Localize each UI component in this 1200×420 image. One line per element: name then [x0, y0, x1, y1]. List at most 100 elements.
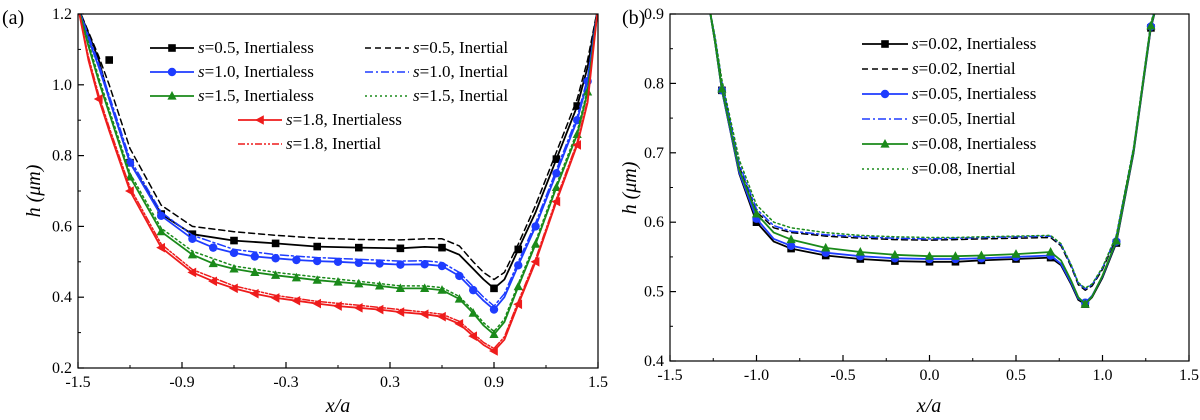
panel-a-series-6-marker-1 [125, 186, 134, 196]
panel-a-series-0-marker-12 [552, 155, 561, 163]
panel-b-x-tick-label: -1.5 [657, 367, 682, 384]
panel-b-legend-entry-4: s=0.08, Inertialess [862, 134, 1036, 153]
panel-b: (b) -1.5 -1.0 -0.5 0.0 0.5 1.0 1.5 0.4 0.5 0.6 0.7… [619, 6, 1199, 417]
panel-a-series-2-marker-1 [157, 211, 166, 220]
panel-a-series-2-marker-13 [420, 260, 429, 269]
panel-a-legend-entry-2: s=1.0, Inertialess [150, 62, 314, 81]
panel-b-legend-entry-2: s=0.05, Inertialess [862, 84, 1036, 103]
panel-b-y-tick-label: 0.8 [644, 75, 664, 92]
panel-a-series-4-marker-15 [454, 293, 464, 303]
panel-b-series-4-marker-9 [1011, 249, 1021, 258]
panel-b-legend-label-0: s=0.02, Inertialess [912, 34, 1036, 53]
panel-a-series-7-line [78, 14, 598, 350]
panel-a-series-2-marker-12 [396, 260, 405, 269]
panel-b-series-4-marker-10 [1046, 247, 1056, 256]
panel-a-series [78, 14, 598, 356]
panel-b-legend-label-5: s=0.08, Inertial [912, 159, 1016, 178]
panel-a-series-4-marker-10 [354, 278, 364, 288]
panel-a-legend-entry-7: s=1.8, Inertial [238, 134, 381, 153]
panel-a-series-6-marker-8 [291, 295, 301, 306]
panel-a-x-tick-label: -1.5 [65, 374, 90, 391]
panel-a-legend-label-3: s=1.0, Inertial [413, 62, 508, 81]
panel-a-series-2-line [79, 14, 598, 311]
panel-b-series-4-marker-2 [786, 234, 796, 244]
panel-a-series-7 [78, 14, 598, 350]
panel-a-y-tick-label: 1.2 [52, 6, 72, 23]
panel-a-series-4-line [78, 14, 598, 336]
panel-a-series-0-marker-5 [271, 239, 280, 248]
panel-a-legend-2-marker-0 [167, 67, 177, 77]
panel-a-series-4-marker-18 [513, 281, 523, 291]
panel-a-series-2-marker-5 [250, 252, 259, 261]
panel-a-series-6-marker-19 [513, 299, 523, 310]
panel-a-series-4-marker-11 [375, 280, 385, 290]
panel-a-series-5 [79, 14, 598, 333]
panel-a-legend-0-marker-0 [168, 44, 176, 52]
panel-a-legend-6-marker-0 [255, 115, 264, 125]
panel-a-series-4-marker-16 [468, 308, 478, 317]
panel-b-legend-0-marker-0 [881, 40, 889, 48]
panel-a-frame [77, 13, 599, 369]
panel-a-x-tick-label: 0.9 [484, 374, 504, 391]
panel-a-series-3-line [79, 14, 598, 307]
panel-a-series-0-marker-0 [105, 56, 113, 64]
panel-a-series-6-marker-9 [312, 298, 321, 309]
panel-b-series-5 [709, 14, 1155, 289]
panel-a-series-4-marker-13 [420, 283, 430, 292]
panel-a-series-4-marker-7 [291, 272, 301, 282]
panel-b-legend-label-2: s=0.05, Inertialess [912, 84, 1036, 103]
panel-a-series-2-marker-8 [313, 256, 322, 266]
panel-a-legend-entry-6: s=1.8, Inertialess [238, 110, 402, 129]
panel-b-legend-entry-1: s=0.02, Inertial [862, 59, 1016, 78]
panel-a-series-4-marker-4 [229, 263, 239, 273]
panel-a-series-1 [80, 14, 598, 281]
panel-a-legend-label-5: s=1.5, Inertial [413, 86, 508, 105]
panel-a-series-6-marker-12 [374, 304, 384, 315]
panel-a-series-6-marker-16 [454, 318, 464, 329]
panel-a-series-6-marker-7 [270, 293, 280, 303]
panel-b-y-tick-label: 0.6 [644, 214, 664, 231]
panel-a-legend-entry-0: s=0.5, Inertialess [150, 38, 314, 57]
panel-a-legend-label-4: s=1.5, Inertialess [198, 86, 314, 105]
panel-a-series-4-marker-1 [156, 226, 166, 236]
panel-a-series-2-marker-9 [333, 257, 343, 266]
panel-a-series-0-marker-10 [490, 284, 498, 293]
panel-a-series-6-line [78, 14, 598, 352]
panel-a-x-axis-title: x/a [325, 395, 350, 417]
panel-a-label: (a) [2, 7, 24, 29]
panel-b-legend: s=0.02, Inertialess s=0.02, Inertial s=0.0… [862, 34, 1036, 178]
panel-a-legend: s=0.5, Inertialess s=0.5, Inertial s=1.0, … [150, 38, 508, 153]
panel-a-series-4-marker-8 [312, 275, 322, 284]
panel-a-series-0-marker-8 [396, 244, 405, 253]
panel-b-series-4-marker-11 [1080, 299, 1090, 308]
panel-a-series-2-marker-10 [354, 258, 363, 268]
panel-a-legend-label-7: s=1.8, Inertial [286, 134, 381, 153]
panel-b-series-4-marker-1 [751, 208, 762, 218]
panel-a-series-4-marker-5 [250, 267, 260, 277]
panel-a-series-6-marker-0 [93, 94, 103, 104]
panel-b-series-4-marker-13 [1146, 20, 1156, 30]
panel-a: (a) -1.5 -0.9 -0.3 0.3 0.9 1.5 0.2 0.4 0.6 0.8 1.0… [2, 6, 608, 417]
panel-a-series-4-marker-19 [531, 239, 541, 248]
panel-b-legend-2-marker-0 [880, 89, 890, 99]
panel-b-series-4-marker-5 [890, 249, 900, 259]
panel-a-series-4-marker-2 [187, 249, 197, 259]
panel-a-x-tick-label: -0.9 [169, 374, 194, 391]
panel-b-y-tick-label: 0.9 [644, 6, 664, 23]
panel-a-series-4-marker-14 [437, 285, 447, 294]
panel-a-y-tick-label: 1.0 [52, 77, 72, 94]
panel-a-series-2 [79, 14, 598, 314]
panel-a-legend-entry-5: s=1.5, Inertial [365, 86, 508, 105]
panel-b-legend-label-3: s=0.05, Inertial [912, 109, 1016, 128]
panel-a-series-6-marker-18 [489, 346, 498, 356]
panel-a-y-tick-label: 0.2 [52, 360, 72, 377]
panel-b-series-4-marker-6 [924, 251, 935, 260]
panel-a-series-4-marker-3 [208, 258, 218, 268]
panel-b-x-tick-label: 0.5 [1006, 367, 1026, 384]
panel-a-legend-entry-1: s=0.5, Inertial [365, 38, 508, 57]
panel-a-series-2-marker-19 [531, 222, 540, 231]
panel-a-legend-label-6: s=1.8, Inertialess [286, 110, 402, 129]
panel-b-series-4-marker-7 [950, 251, 961, 260]
panel-a-series-4-marker-12 [395, 283, 405, 292]
